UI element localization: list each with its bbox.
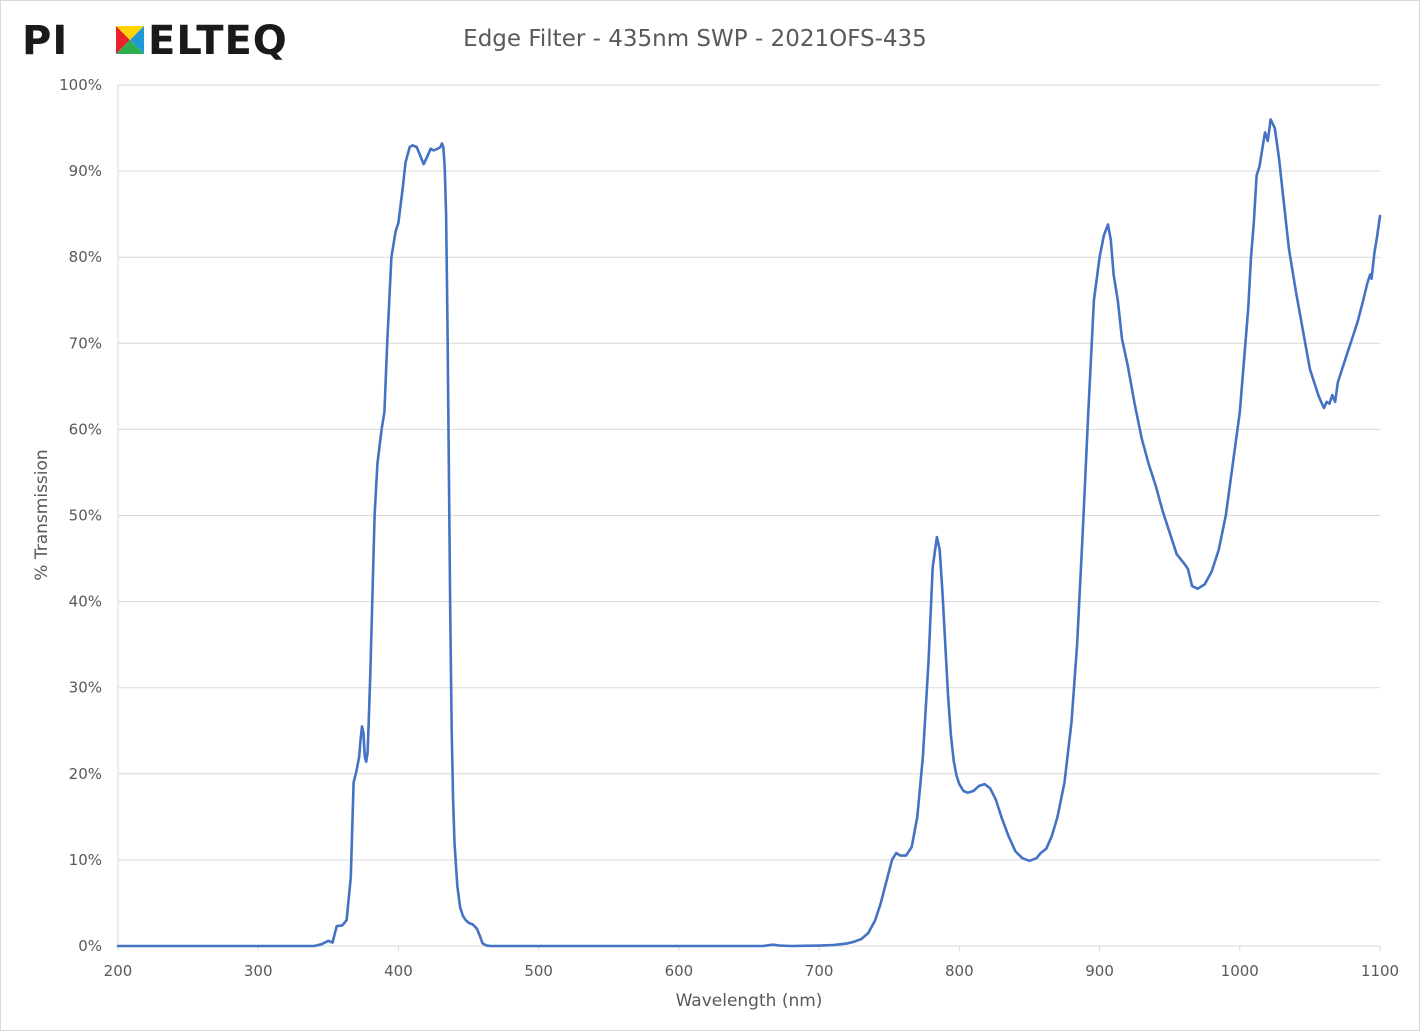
- brand-logo: PI ELTEQ: [22, 12, 312, 64]
- x-tick-label: 200: [104, 962, 133, 980]
- y-tick-label: 100%: [59, 76, 102, 94]
- x-tick-label: 800: [945, 962, 974, 980]
- x-tick-label: 700: [805, 962, 834, 980]
- x-tick-label: 1000: [1221, 962, 1259, 980]
- x-tick-label: 500: [524, 962, 553, 980]
- axes: [117, 85, 1381, 951]
- y-tick-label: 90%: [69, 162, 102, 180]
- chart-title: Edge Filter - 435nm SWP - 2021OFS-435: [463, 26, 927, 52]
- y-tick-label: 80%: [69, 248, 102, 266]
- series-line: [116, 118, 1382, 948]
- y-tick-label: 0%: [78, 937, 102, 955]
- y-tick-label: 60%: [69, 420, 102, 438]
- y-tick-label: 70%: [69, 334, 102, 352]
- y-tick-label: 30%: [69, 679, 102, 697]
- x-tick-label: 600: [665, 962, 694, 980]
- x-axis-label: Wavelength (nm): [676, 991, 823, 1011]
- x-tick-label: 1100: [1361, 962, 1399, 980]
- y-axis-label: % Transmission: [32, 449, 52, 580]
- y-tick-label: 10%: [69, 851, 102, 869]
- logo-text-left: PI: [22, 18, 69, 64]
- y-tick-labels: 0% 10% 20% 30% 40% 50% 60% 70% 80% 90% 100%: [59, 76, 102, 955]
- x-tick-label: 900: [1085, 962, 1114, 980]
- logo-text-right: ELTEQ: [148, 18, 288, 64]
- series-group: [116, 118, 1382, 948]
- y-tick-label: 50%: [69, 507, 102, 525]
- y-tick-label: 40%: [69, 593, 102, 611]
- y-tick-label: 20%: [69, 765, 102, 783]
- x-tick-labels: 200 300 400 500 600 700 800 900 1000 1100: [104, 962, 1399, 980]
- logo-x-mark-icon: [116, 26, 144, 54]
- x-tick-label: 400: [384, 962, 413, 980]
- x-tick-label: 300: [244, 962, 273, 980]
- gridlines: [118, 84, 1380, 861]
